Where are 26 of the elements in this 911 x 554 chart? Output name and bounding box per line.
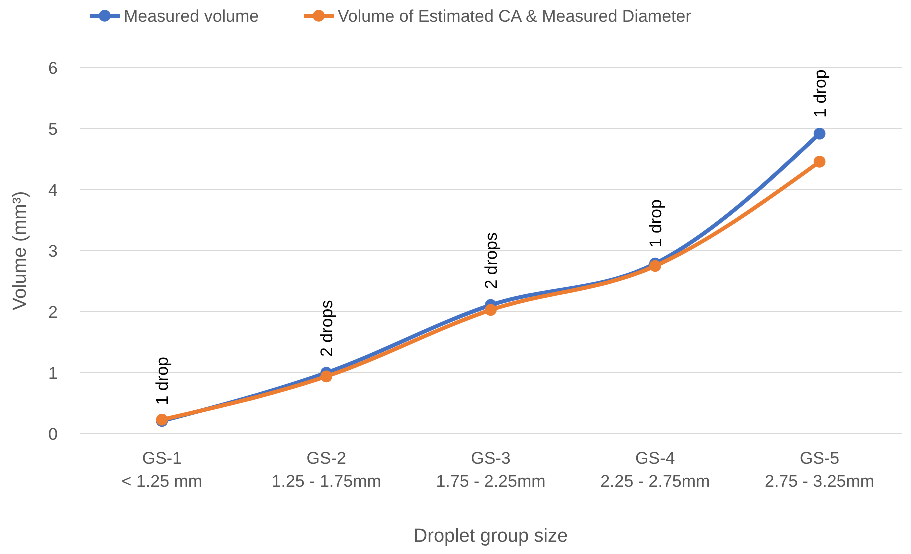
y-tick-label: 4 <box>48 180 58 200</box>
x-tick-label: GS-4 2.25 - 2.75mm <box>600 449 710 491</box>
x-tick-label: GS-2 1.25 - 1.75mm <box>272 449 382 491</box>
y-axis-title: Volume (mm³) <box>10 191 31 311</box>
point <box>649 260 662 272</box>
y-tick-label: 5 <box>48 120 58 139</box>
annotation: 2 drops <box>482 232 501 290</box>
x-axis-title: Droplet group size <box>414 526 568 547</box>
point <box>814 156 826 168</box>
legend-label: Volume of Estimated CA & Measured Diameter <box>338 6 692 26</box>
y-tick-label: 6 <box>48 58 58 78</box>
annotation: 1 drop <box>810 70 830 118</box>
y-tick-label: 2 <box>48 302 58 322</box>
x-tick-label: GS-5 2.75 - 3.25mm <box>764 449 875 491</box>
point <box>814 128 826 140</box>
y-tick-label: 1 <box>48 364 58 383</box>
legend-label: Measured volume <box>124 6 260 26</box>
x-tick-label: GS-1 < 1.25 mm <box>122 449 203 491</box>
point <box>320 370 333 383</box>
annotation: 1 drop <box>153 356 172 406</box>
annotation: 1 drop <box>646 200 666 248</box>
x-tick-label: GS-3 1.75 - 2.25mm <box>436 449 546 491</box>
annotation: 2 drops <box>318 300 337 357</box>
y-tick-label: 0 <box>48 424 58 444</box>
y-tick-label: 3 <box>48 242 58 261</box>
point <box>485 304 497 316</box>
